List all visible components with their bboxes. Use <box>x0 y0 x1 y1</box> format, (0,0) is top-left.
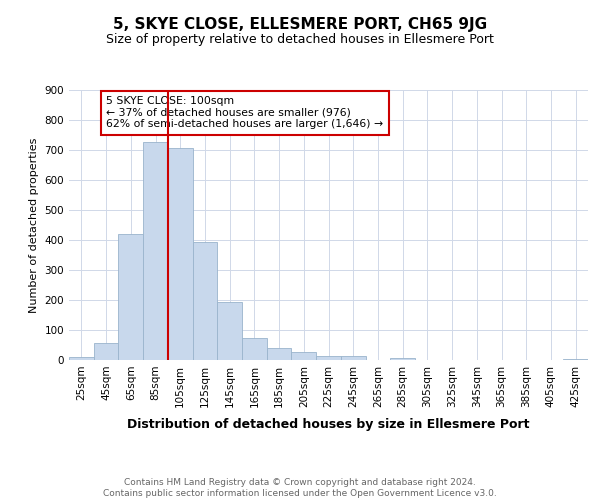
Bar <box>292 352 316 360</box>
Bar <box>341 356 365 360</box>
Bar <box>390 358 415 360</box>
Bar <box>168 148 193 360</box>
Text: 5, SKYE CLOSE, ELLESMERE PORT, CH65 9JG: 5, SKYE CLOSE, ELLESMERE PORT, CH65 9JG <box>113 18 487 32</box>
Bar <box>242 338 267 360</box>
Bar <box>118 234 143 360</box>
Bar <box>267 348 292 360</box>
Bar <box>69 357 94 360</box>
Bar <box>94 342 118 360</box>
Bar <box>193 242 217 360</box>
Text: 5 SKYE CLOSE: 100sqm
← 37% of detached houses are smaller (976)
62% of semi-deta: 5 SKYE CLOSE: 100sqm ← 37% of detached h… <box>106 96 383 129</box>
Bar <box>563 358 588 360</box>
Text: Size of property relative to detached houses in Ellesmere Port: Size of property relative to detached ho… <box>106 32 494 46</box>
Text: Contains HM Land Registry data © Crown copyright and database right 2024.
Contai: Contains HM Land Registry data © Crown c… <box>103 478 497 498</box>
X-axis label: Distribution of detached houses by size in Ellesmere Port: Distribution of detached houses by size … <box>127 418 530 431</box>
Bar <box>316 356 341 360</box>
Bar <box>143 142 168 360</box>
Bar <box>217 302 242 360</box>
Y-axis label: Number of detached properties: Number of detached properties <box>29 138 39 312</box>
